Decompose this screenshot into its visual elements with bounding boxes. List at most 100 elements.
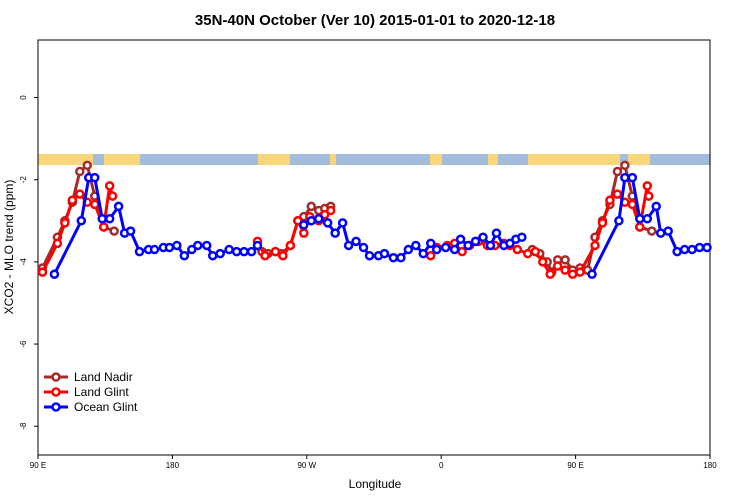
data-point xyxy=(104,213,115,224)
data-point xyxy=(215,248,225,259)
data-point xyxy=(299,228,309,238)
legend-marker xyxy=(51,387,61,397)
x-tick-label: 90 E xyxy=(567,461,583,470)
y-tick-label: -4 xyxy=(19,258,28,266)
data-point xyxy=(89,199,100,210)
data-point xyxy=(449,244,460,255)
data-point xyxy=(560,265,570,275)
data-point xyxy=(343,240,354,251)
data-point xyxy=(231,246,242,257)
data-point xyxy=(107,191,118,201)
data-point xyxy=(560,255,570,265)
data-point xyxy=(75,166,85,177)
data-point xyxy=(322,218,333,228)
land-strip xyxy=(528,154,620,165)
legend-marker xyxy=(51,402,61,412)
land-strip xyxy=(330,154,336,165)
data-point xyxy=(620,160,630,171)
x-tick-label: 90 E xyxy=(30,461,46,470)
data-point xyxy=(635,222,645,232)
data-point xyxy=(299,220,309,230)
data-point xyxy=(67,195,78,205)
data-point xyxy=(278,250,288,261)
data-point xyxy=(187,244,197,255)
data-point xyxy=(49,269,60,279)
data-point xyxy=(545,269,555,279)
data-point xyxy=(351,236,361,247)
data-point xyxy=(388,253,399,263)
data-point xyxy=(172,240,182,251)
data-point xyxy=(663,226,673,236)
legend-marker xyxy=(51,372,61,382)
data-point xyxy=(702,242,712,253)
data-point xyxy=(425,238,436,249)
data-point xyxy=(612,166,623,177)
data-point xyxy=(109,226,119,236)
data-point xyxy=(597,218,608,228)
data-point xyxy=(125,226,136,236)
data-point xyxy=(635,213,645,224)
data-point xyxy=(97,213,107,224)
data-point xyxy=(37,267,48,277)
y-axis-label: XCO2 - MLO trend (ppm) xyxy=(2,180,16,315)
data-point xyxy=(575,267,585,277)
data-point xyxy=(642,213,653,224)
data-point xyxy=(655,228,666,238)
land-strip xyxy=(258,154,290,165)
data-point xyxy=(552,261,563,271)
land-strip xyxy=(430,154,442,165)
land-strip xyxy=(488,154,498,165)
data-point xyxy=(239,246,249,257)
data-point xyxy=(293,216,303,226)
data-point xyxy=(694,242,705,253)
data-point xyxy=(319,209,330,220)
y-tick-label: 0 xyxy=(19,95,28,100)
x-tick-label: 180 xyxy=(703,461,717,470)
data-point xyxy=(440,242,451,253)
y-tick-label: -6 xyxy=(19,340,28,348)
data-point xyxy=(104,181,115,191)
data-point xyxy=(285,240,296,251)
data-point xyxy=(425,250,436,261)
x-tick-label: 180 xyxy=(166,461,180,470)
data-point xyxy=(605,195,615,205)
data-point xyxy=(651,201,661,212)
land-strip xyxy=(38,154,93,165)
data-point xyxy=(537,257,548,267)
data-point xyxy=(644,191,654,201)
data-point xyxy=(270,246,281,257)
data-point xyxy=(418,248,429,259)
y-tick-label: -2 xyxy=(19,176,28,184)
data-point xyxy=(627,199,638,210)
ocean-strip xyxy=(38,154,710,165)
data-point xyxy=(642,181,653,191)
data-point xyxy=(470,236,481,247)
data-point xyxy=(75,189,85,199)
legend-label: Ocean Glint xyxy=(74,400,138,414)
data-point xyxy=(89,172,100,183)
data-point xyxy=(457,246,467,257)
data-point xyxy=(164,242,175,253)
data-point xyxy=(612,189,623,199)
data-point xyxy=(627,172,638,183)
data-point xyxy=(523,248,533,259)
data-point xyxy=(306,201,317,212)
data-point xyxy=(687,244,697,255)
data-point xyxy=(358,242,369,253)
legend-label: Land Glint xyxy=(74,385,129,399)
data-point xyxy=(411,240,421,251)
data-point xyxy=(252,240,263,251)
data-point xyxy=(567,269,578,279)
land-strip xyxy=(104,154,140,165)
land-ocean-band xyxy=(38,154,710,165)
data-point xyxy=(98,222,109,232)
legend-label: Land Nadir xyxy=(74,370,133,384)
data-point xyxy=(530,246,541,257)
data-point xyxy=(485,240,496,251)
chart-title: 35N-40N October (Ver 10) 2015-01-01 to 2… xyxy=(195,12,555,29)
data-point xyxy=(455,234,466,245)
data-point xyxy=(179,250,190,261)
data-point xyxy=(260,250,270,261)
data-point xyxy=(620,172,630,183)
